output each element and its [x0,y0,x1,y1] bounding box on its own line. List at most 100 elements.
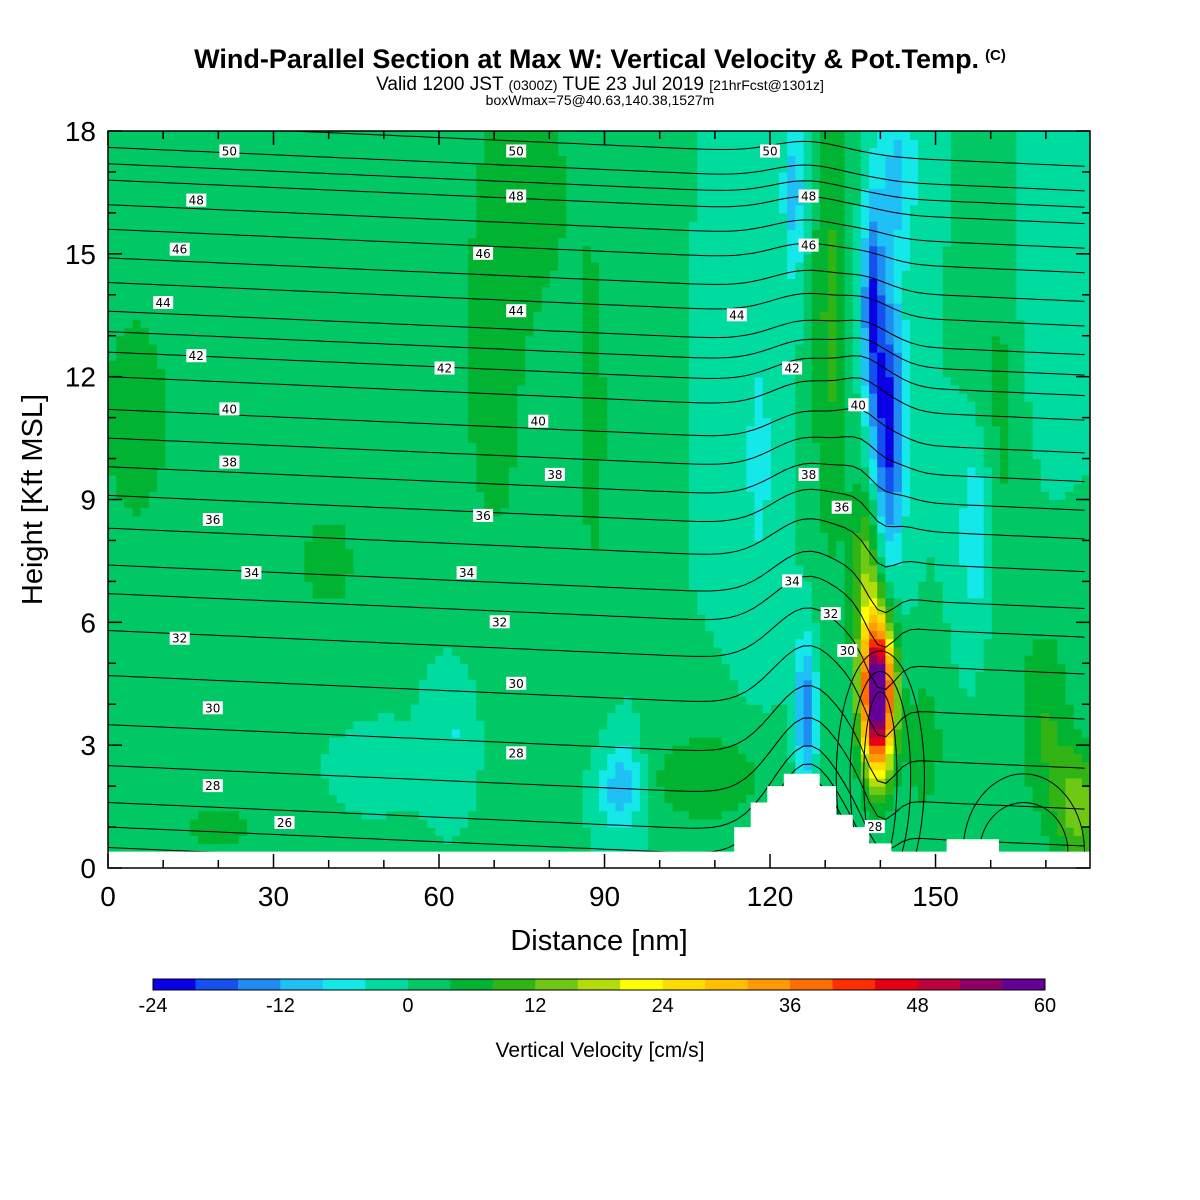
w-cell [869,466,878,476]
w-cell [599,458,690,468]
w-cell [877,343,895,353]
w-cell [852,343,862,353]
theta-label: 48 [506,189,527,204]
w-cell [852,319,862,329]
theta-label-text: 46 [475,247,490,261]
w-cell [746,425,772,435]
w-cell [541,294,584,304]
w-cell [885,794,895,804]
w-cell [648,818,796,828]
w-cell [869,573,878,582]
theta-label-text: 30 [840,644,855,658]
colorbar-swatch [917,979,961,990]
w-cell [108,646,445,656]
w-cell [787,262,796,271]
w-cell [893,606,903,615]
w-cell [108,687,420,697]
w-cell [607,761,616,771]
w-cell [525,360,584,370]
w-cell [918,794,927,804]
w-cell [885,712,895,722]
w-cell [991,589,1090,599]
chart-subtitle: Valid 1200 JST (0300Z) TUE 23 Jul 2019 [… [0,74,1200,96]
w-cell [1000,434,1009,443]
w-cell [590,253,690,263]
w-cell [950,212,1017,222]
theta-label-text: 50 [222,145,237,159]
w-cell [959,384,993,394]
w-cell [844,581,854,591]
w-cell [860,548,870,558]
w-cell [967,581,985,591]
w-cell [795,442,821,451]
w-cell [893,720,903,730]
w-cell [893,532,903,542]
utc-time: (0300Z) [508,77,558,93]
w-cell [885,507,895,517]
colorbar-swatch [195,979,239,990]
y-tick-label: 0 [80,853,96,884]
w-cell [901,515,960,525]
w-cell [1024,393,1090,402]
w-cell [108,483,117,492]
w-cell [885,450,895,460]
w-cell [590,524,600,533]
w-cell [991,491,1050,501]
w-cell [991,499,1090,509]
w-cell [918,171,952,181]
w-cell [860,646,870,656]
w-cell [942,614,993,623]
w-cell [991,343,1009,353]
w-cell [468,401,518,410]
w-cell [852,728,862,738]
w-cell [869,171,887,181]
w-cell [468,237,559,247]
colorbar-tick-label: 60 [1034,995,1056,1017]
w-cell [590,753,608,763]
w-cell [803,663,813,673]
theta-label: 44 [153,296,174,310]
w-cell [836,253,846,263]
w-cell [1040,810,1058,820]
w-cell [1000,335,1026,345]
w-cell [910,131,952,140]
w-cell [811,704,821,713]
theta-label: 38 [798,467,819,482]
w-cell [959,663,985,673]
w-cell [844,565,854,574]
w-cell [108,458,166,468]
theta-label: 40 [219,402,240,416]
w-cell [967,573,985,582]
w-cell [108,155,485,165]
w-cell [116,491,150,501]
w-cell [1008,417,1034,427]
w-cell [803,155,813,165]
w-cell [803,253,813,263]
colorbar-swatch [492,979,536,990]
w-cell [910,384,960,394]
w-cell [844,458,862,468]
w-cell [852,311,862,320]
w-cell [860,589,878,599]
theta-label-bg [798,467,819,481]
w-cell [533,311,584,320]
w-cell [394,712,412,722]
w-cell [590,827,649,836]
w-cell [942,352,993,361]
w-cell [910,237,952,247]
w-cell [795,532,829,542]
w-cell [860,212,870,222]
w-cell [705,622,821,632]
w-cell [468,311,535,320]
theta-label: 26 [274,816,295,830]
w-cell [639,728,788,738]
w-cell [877,597,886,607]
w-cell [893,360,903,370]
w-cell [811,679,821,689]
theta-label-text: 50 [762,145,777,159]
w-cell [108,712,379,722]
w-cell [108,360,158,370]
w-cell [934,696,1026,705]
w-cell [1024,704,1075,713]
w-cell [811,270,829,279]
